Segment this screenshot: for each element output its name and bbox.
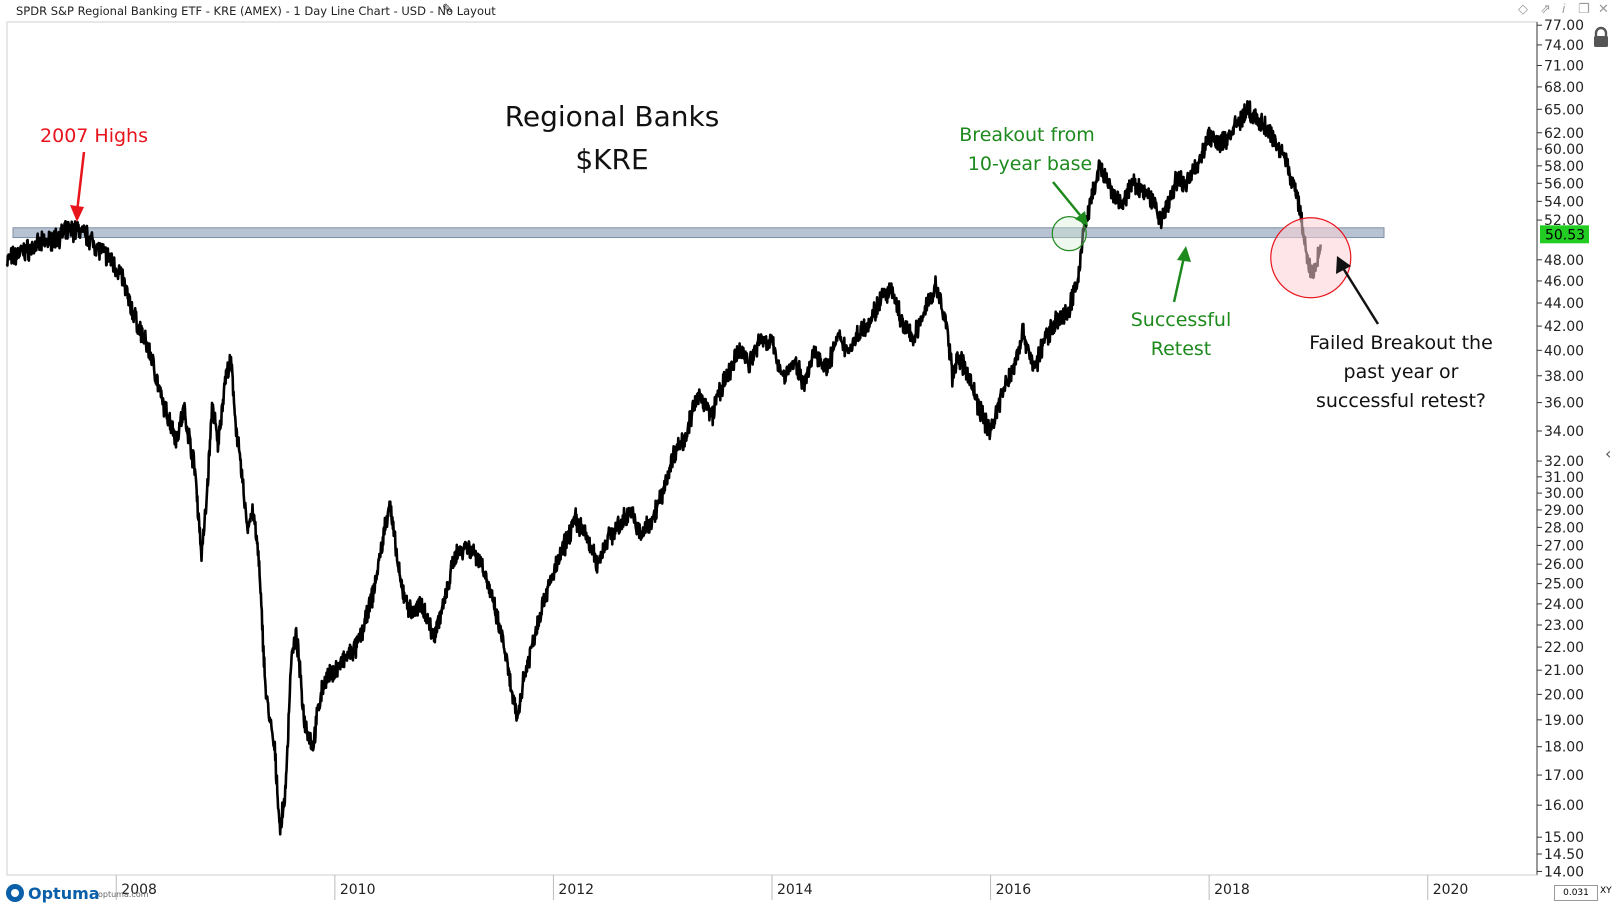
annotation-2007-highs-text: 2007 Highs <box>40 125 148 147</box>
y-tick-label: 14.00 <box>1544 864 1584 880</box>
annotation-failed-breakout: Failed Breakout the past year or success… <box>1309 256 1493 412</box>
diamond-icon[interactable]: ◇ <box>1518 2 1528 17</box>
x-tick-label: 2010 <box>340 882 376 898</box>
info-icon[interactable]: 𝑖 <box>1562 2 1566 17</box>
chevron-left-icon[interactable]: ‹ <box>1605 444 1612 463</box>
y-tick-label: 40.00 <box>1544 343 1584 359</box>
y-tick-label: 31.00 <box>1544 470 1584 486</box>
y-tick-label: 32.00 <box>1544 454 1584 470</box>
y-tick-label: 42.00 <box>1544 319 1584 335</box>
y-tick-label: 30.00 <box>1544 486 1584 502</box>
pin-icon[interactable]: ⇗ <box>1540 2 1551 17</box>
x-tick-label: 2012 <box>558 882 594 898</box>
y-tick-label: 46.00 <box>1544 274 1584 290</box>
y-tick-label: 23.00 <box>1544 618 1584 634</box>
y-tick-label: 29.00 <box>1544 503 1584 519</box>
y-tick-label: 44.00 <box>1544 296 1584 312</box>
y-tick-label: 68.00 <box>1544 80 1584 96</box>
y-tick-label: 18.00 <box>1544 740 1584 756</box>
annotation-breakout: Breakout from 10-year base <box>959 124 1095 226</box>
y-tick-label: 58.00 <box>1544 159 1584 175</box>
x-tick-label: 2014 <box>777 882 813 898</box>
annotation-2007-highs: 2007 Highs <box>40 125 148 222</box>
y-tick-label: 20.00 <box>1544 687 1584 703</box>
arrow-failed <box>1341 267 1380 325</box>
annotation-retest: Successful Retest <box>1131 246 1232 360</box>
y-tick-label: 17.00 <box>1544 768 1584 784</box>
price-line-series <box>5 100 1322 836</box>
chart-header: SPDR S&P Regional Banking ETF - KRE (AME… <box>0 0 1620 22</box>
y-tick-label: 15.00 <box>1544 830 1584 846</box>
restore-icon[interactable]: ❐ <box>1578 2 1590 17</box>
pencil-icon[interactable]: ✎ <box>442 2 453 17</box>
y-tick-label: 48.00 <box>1544 253 1584 269</box>
arrowhead-failed <box>1336 256 1351 274</box>
y-tick-label: 22.00 <box>1544 640 1584 656</box>
arrow-breakout <box>1052 181 1081 216</box>
y-tick-label: 16.00 <box>1544 798 1584 814</box>
y-tick-label: 52.00 <box>1544 213 1584 229</box>
y-tick-label: 71.00 <box>1544 58 1584 74</box>
y-tick-label: 26.00 <box>1544 557 1584 573</box>
y-tick-label: 65.00 <box>1544 102 1584 118</box>
annotation-breakout-line1: Breakout from <box>959 124 1094 146</box>
chart-title: Regional Banks <box>505 100 720 133</box>
failed-breakout-highlight <box>1270 217 1352 299</box>
zoom-mode-toggle[interactable]: XY <box>1600 886 1612 896</box>
x-axis: 2008 2010 2012 2014 2016 2018 2020 <box>115 875 1469 900</box>
y-axis: 77.00 74.00 71.00 68.00 65.00 62.0060.0058.00… <box>1537 18 1584 880</box>
y-tick-label: 34.00 <box>1544 424 1584 440</box>
arrow-retest <box>1172 256 1186 303</box>
y-tick-label: 24.00 <box>1544 597 1584 613</box>
annotation-breakout-line2: 10-year base <box>968 153 1092 175</box>
chart-subtitle: $KRE <box>575 143 648 176</box>
annotation-failed-line1: Failed Breakout the <box>1309 332 1493 354</box>
optuma-logo-icon <box>6 884 24 902</box>
y-tick-label: 56.00 <box>1544 176 1584 192</box>
y-tick-label: 54.00 <box>1544 194 1584 210</box>
zoom-input[interactable]: 0.031 <box>1554 885 1598 901</box>
arrowhead-retest <box>1177 246 1191 262</box>
annotation-failed-line2: past year or <box>1344 361 1459 383</box>
y-tick-label: 14.50 <box>1544 847 1584 863</box>
y-tick-label: 38.00 <box>1544 369 1584 385</box>
x-tick-label: 2018 <box>1214 882 1250 898</box>
arrow-2007-highs <box>75 151 86 213</box>
resistance-band <box>12 227 1385 239</box>
y-tick-label: 28.00 <box>1544 520 1584 536</box>
arrowhead-2007-highs <box>70 205 84 222</box>
y-tick-label: 25.00 <box>1544 577 1584 593</box>
current-price-label: 50.53 <box>1545 227 1585 243</box>
x-tick-label: 2008 <box>121 882 157 898</box>
y-tick-label: 60.00 <box>1544 142 1584 158</box>
chart-window-title: SPDR S&P Regional Banking ETF - KRE (AME… <box>16 4 496 18</box>
close-icon[interactable]: ✕ <box>1598 2 1609 17</box>
y-tick-label: 74.00 <box>1544 38 1584 54</box>
y-tick-label: 27.00 <box>1544 538 1584 554</box>
brand-name: Optuma <box>28 884 100 903</box>
y-tick-label: 62.00 <box>1544 126 1584 142</box>
x-tick-label: 2016 <box>996 882 1032 898</box>
y-tick-label: 21.00 <box>1544 663 1584 679</box>
y-tick-label: 77.00 <box>1544 18 1584 34</box>
brand-url: optuma.com <box>98 890 149 899</box>
y-tick-label: 36.00 <box>1544 396 1584 412</box>
annotation-retest-line2: Retest <box>1151 338 1212 360</box>
annotation-failed-line3: successful retest? <box>1316 390 1486 412</box>
plot-frame <box>6 21 1538 876</box>
x-tick-label: 2020 <box>1433 882 1469 898</box>
breakout-highlight <box>1051 216 1087 252</box>
current-price-tag: 50.53 <box>1540 225 1589 244</box>
lock-icon[interactable] <box>1591 26 1611 48</box>
y-tick-label: 19.00 <box>1544 713 1584 729</box>
arrowhead-breakout <box>1075 211 1088 226</box>
annotation-retest-line1: Successful <box>1131 309 1232 331</box>
